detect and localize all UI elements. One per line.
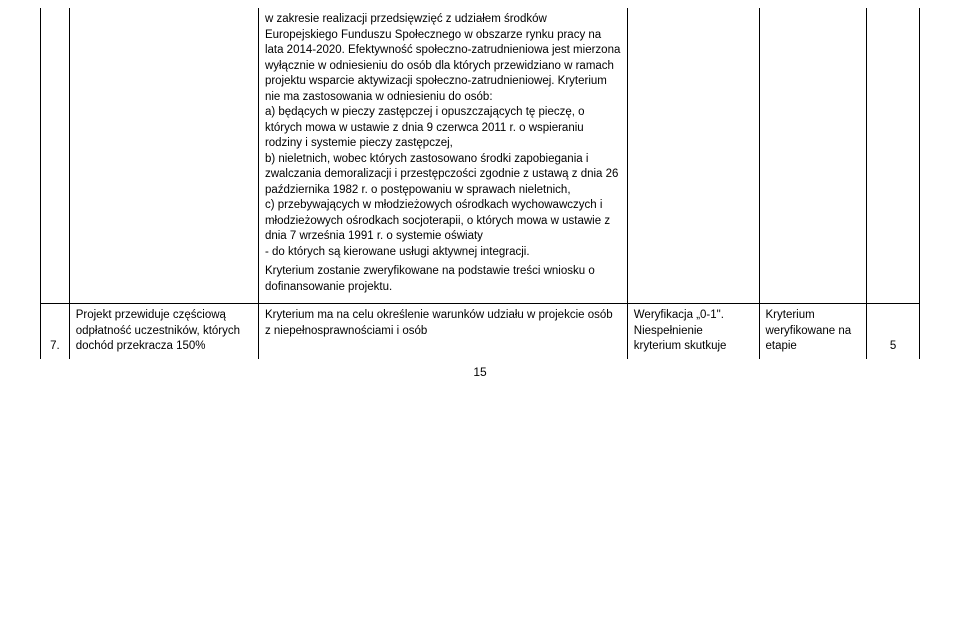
cell-stage: Kryterium weryfikowane na etapie xyxy=(759,304,867,359)
cell-a-empty xyxy=(69,8,258,304)
body-text: w zakresie realizacji przedsięwzięć z ud… xyxy=(265,12,621,260)
cell-body: w zakresie realizacji przedsięwzięć z ud… xyxy=(258,8,627,304)
table-row: 7. Projekt przewiduje częściową odpłatno… xyxy=(41,304,920,359)
cell-criterion: Kryterium ma na celu określenie warunków… xyxy=(258,304,627,359)
body-text-2: Kryterium zostanie zweryfikowane na pods… xyxy=(265,264,621,295)
cell-c-empty xyxy=(627,8,759,304)
table-row: w zakresie realizacji przedsięwzięć z ud… xyxy=(41,8,920,304)
cell-e-empty xyxy=(867,8,920,304)
page-number: 15 xyxy=(40,365,920,379)
criteria-table: w zakresie realizacji przedsięwzięć z ud… xyxy=(40,8,920,359)
cell-number-empty xyxy=(41,8,70,304)
cell-points: 5 xyxy=(867,304,920,359)
document-page: w zakresie realizacji przedsięwzięć z ud… xyxy=(0,0,960,379)
cell-number: 7. xyxy=(41,304,70,359)
cell-project: Projekt przewiduje częściową odpłatność … xyxy=(69,304,258,359)
cell-verification: Weryfikacja „0-1". Niespełnienie kryteri… xyxy=(627,304,759,359)
cell-d-empty xyxy=(759,8,867,304)
